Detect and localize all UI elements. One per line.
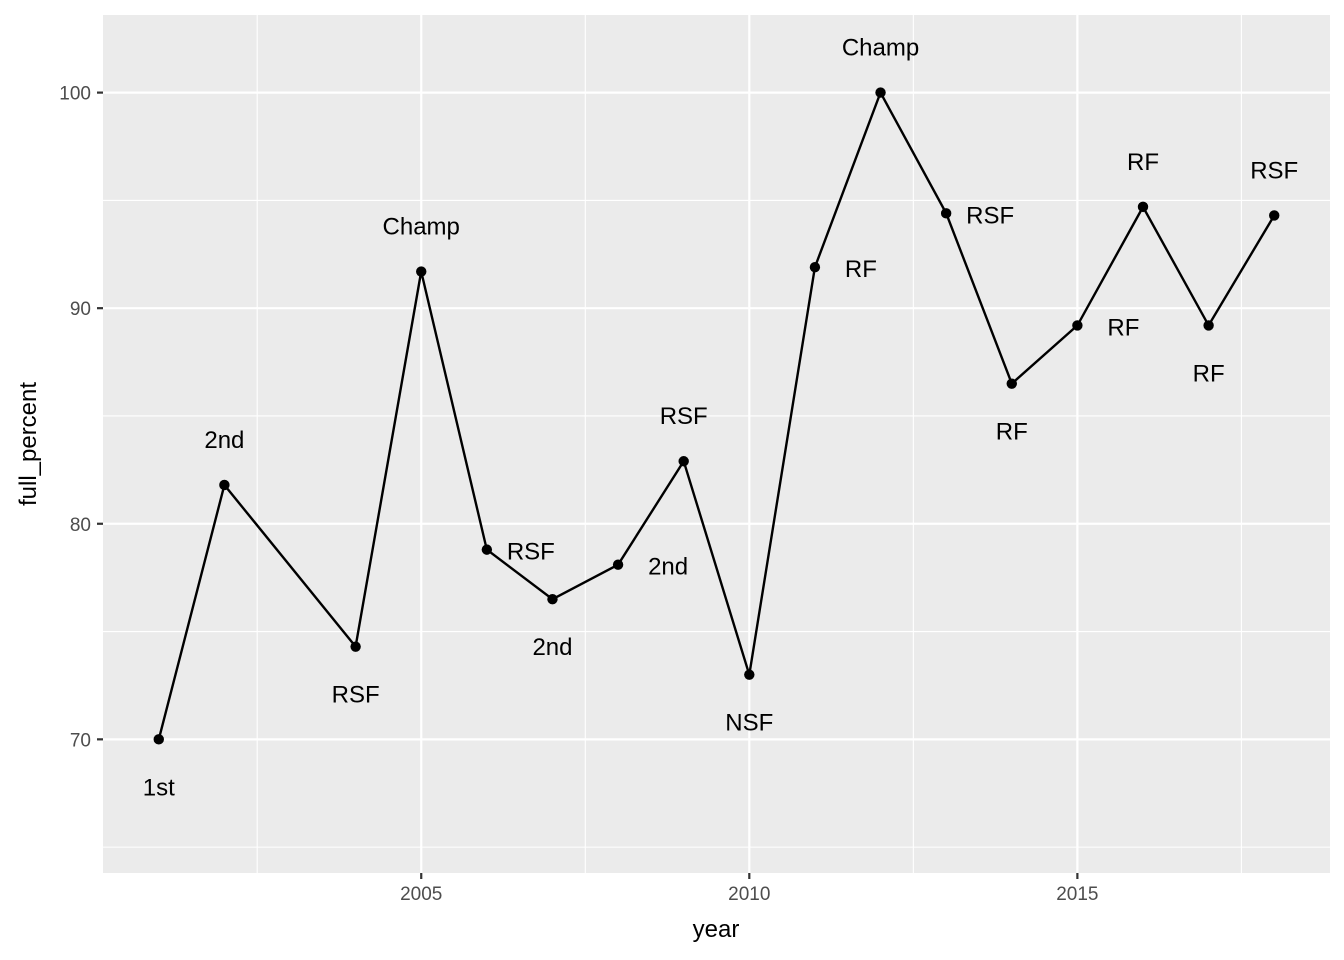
- data-point: [809, 262, 821, 273]
- y-tick-label: 100: [59, 84, 91, 105]
- data-point: [416, 266, 427, 277]
- data-point: [1072, 320, 1083, 331]
- data-point: [1269, 210, 1280, 221]
- point-label: NSF: [725, 710, 773, 737]
- point-label: Champ: [842, 35, 919, 62]
- point-label: RSF: [660, 403, 708, 430]
- point-labels: 1st 2nd RSF Champ RSF 2nd 2nd RSF NSF RF Champ RSF R…: [143, 35, 1298, 802]
- point-label: RSF: [332, 682, 380, 709]
- y-axis-title: full_percent: [15, 382, 42, 506]
- data-point: [1006, 378, 1017, 389]
- y-tick-label: 80: [70, 515, 91, 536]
- point-label: RF: [996, 419, 1028, 446]
- point-label: 1st: [143, 774, 175, 801]
- x-axis: 2005 2010 2015: [400, 873, 1099, 905]
- y-tick-label: 70: [70, 730, 91, 751]
- x-tick-label: 2005: [400, 884, 442, 905]
- x-tick-label: 2010: [728, 884, 770, 905]
- data-point: [350, 641, 361, 652]
- point-label: RSF: [966, 202, 1014, 229]
- data-point: [1137, 201, 1149, 213]
- data-point: [547, 594, 558, 605]
- point-label: 2nd: [648, 554, 688, 581]
- data-point: [219, 479, 230, 491]
- plot-panel: [103, 15, 1330, 873]
- data-point: [744, 669, 755, 680]
- data-point: [678, 456, 689, 467]
- point-label: 2nd: [532, 634, 572, 661]
- point-label: RSF: [507, 539, 555, 566]
- point-label: 2nd: [204, 427, 244, 454]
- data-point: [1203, 320, 1214, 331]
- major-gridlines: [103, 15, 1330, 873]
- data-points: [153, 87, 1280, 745]
- data-point: [153, 734, 164, 745]
- point-label: Champ: [383, 214, 460, 241]
- point-label: RSF: [1250, 157, 1298, 184]
- data-point: [612, 559, 624, 570]
- point-label: RF: [845, 256, 877, 283]
- x-axis-title: year: [693, 916, 740, 943]
- data-point: [940, 208, 952, 219]
- minor-gridlines: [103, 15, 1330, 873]
- data-point: [481, 544, 493, 555]
- point-label: RF: [1127, 149, 1159, 176]
- x-tick-label: 2015: [1056, 884, 1098, 905]
- y-axis: 70 80 90 100: [59, 84, 103, 751]
- point-label: RF: [1107, 314, 1139, 341]
- data-point: [875, 87, 886, 98]
- y-tick-label: 90: [70, 299, 91, 320]
- point-label: RF: [1193, 360, 1225, 387]
